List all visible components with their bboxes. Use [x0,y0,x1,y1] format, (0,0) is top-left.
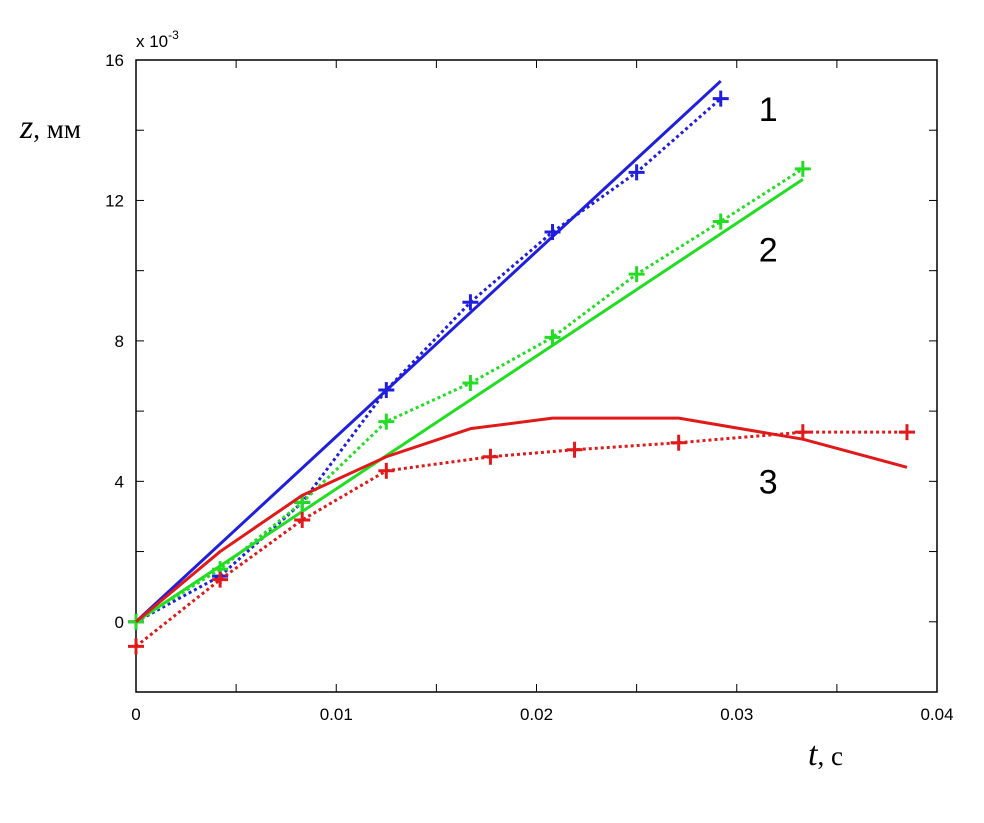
y-tick-label: 0 [115,613,124,632]
series-3-marker [566,441,583,458]
series-1-marker [712,90,729,107]
x-tick-label: 0.03 [720,705,753,724]
series-3-marker [898,424,915,441]
series-3-marker [128,638,144,655]
series-3-marker [794,424,811,441]
series-3-marker [670,434,687,451]
y-tick-label: 8 [115,332,124,351]
series-3-marker [378,462,395,479]
series-1-marker [628,164,645,181]
series-2-marker [462,375,479,392]
y-axis-label: z, мм [19,109,81,146]
series-layer [128,79,915,655]
x-tick-label: 0.04 [920,705,953,724]
x-tick-label: 0.02 [520,705,553,724]
x-tick-label: 0 [131,705,140,724]
axis-ticks [135,59,938,692]
y-tick-labels: 0 4 8 12 16 [105,51,124,632]
series-2-marker [794,160,811,177]
series-2-marker [628,266,645,283]
series-3-marker [482,448,499,465]
series-2-marker [544,329,561,346]
series-3-marker [294,511,311,528]
y-tick-label: 4 [115,472,124,491]
series-1-marker [378,382,395,399]
series-1-model-line [134,79,722,623]
series-3-model-line [135,416,908,623]
y-tick-label: 16 [105,51,124,70]
curve-label-1: 1 [759,91,778,129]
series-1-experiment-line [135,97,722,624]
y-tick-label: 12 [105,191,124,210]
plot-area [135,59,938,693]
curve-label-2: 2 [759,232,778,270]
x-tick-labels: 0 0.01 0.02 0.03 0.04 [131,705,953,724]
curve-annotations: 1 2 3 [759,91,778,501]
y-axis-multiplier: x 10-3 [136,28,179,51]
series-3-marker [212,571,229,588]
x-tick-label: 0.01 [320,705,353,724]
series-1-marker [544,224,561,241]
curve-label-3: 3 [759,463,778,501]
series-2-marker [712,213,729,230]
series-2-marker [378,413,395,430]
series-1-marker [462,294,479,311]
x-axis-label: t, c [808,736,843,773]
